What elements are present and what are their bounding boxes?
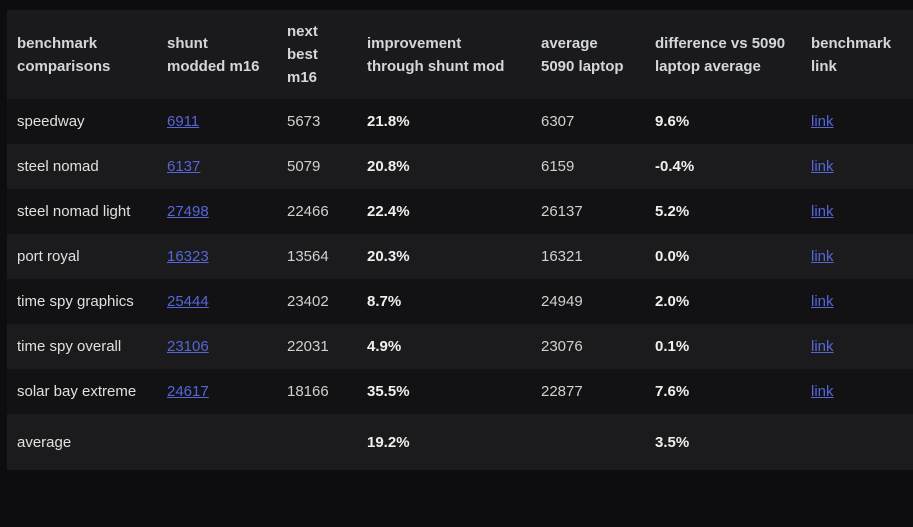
empty-cell <box>277 414 357 470</box>
improvement-value: 20.8% <box>357 144 531 189</box>
table-row-port-royal: port royal 16323 13564 20.3% 16321 0.0% … <box>7 234 913 279</box>
table-row-steel-nomad-light: steel nomad light 27498 22466 22.4% 2613… <box>7 189 913 234</box>
next-best-score: 22466 <box>277 189 357 234</box>
summary-row-average: average 19.2% 3.5% <box>7 414 913 470</box>
header-difference-vs-5090: difference vs 5090 laptop average <box>645 10 801 99</box>
shunt-score-link[interactable]: 24617 <box>167 383 209 400</box>
next-best-score: 13564 <box>277 234 357 279</box>
next-best-score: 5079 <box>277 144 357 189</box>
average-5090-score: 16321 <box>531 234 645 279</box>
table-row-steel-nomad: steel nomad 6137 5079 20.8% 6159 -0.4% l… <box>7 144 913 189</box>
header-next-best-m16: next best m16 <box>277 10 357 99</box>
table-row-speedway: speedway 6911 5673 21.8% 6307 9.6% link <box>7 99 913 144</box>
difference-value: -0.4% <box>645 144 801 189</box>
empty-cell <box>531 414 645 470</box>
benchmark-name: steel nomad <box>7 144 157 189</box>
improvement-value: 4.9% <box>357 324 531 369</box>
average-5090-score: 6159 <box>531 144 645 189</box>
shunt-score-link[interactable]: 27498 <box>167 203 209 220</box>
next-best-score: 18166 <box>277 369 357 414</box>
next-best-score: 23402 <box>277 279 357 324</box>
benchmark-name: steel nomad light <box>7 189 157 234</box>
benchmark-name: time spy graphics <box>7 279 157 324</box>
difference-value: 0.1% <box>645 324 801 369</box>
header-row: benchmark comparisons shunt modded m16 n… <box>7 10 913 99</box>
header-benchmark-link: benchmark link <box>801 10 913 99</box>
empty-cell <box>157 414 277 470</box>
empty-cell <box>801 414 913 470</box>
shunt-score-link[interactable]: 6911 <box>167 113 200 130</box>
summary-label: average <box>7 414 157 470</box>
benchmark-link[interactable]: link <box>811 338 834 355</box>
benchmark-link[interactable]: link <box>811 293 834 310</box>
difference-value: 2.0% <box>645 279 801 324</box>
table-row-time-spy-overall: time spy overall 23106 22031 4.9% 23076 … <box>7 324 913 369</box>
benchmark-table-container: benchmark comparisons shunt modded m16 n… <box>7 10 913 470</box>
benchmark-name: speedway <box>7 99 157 144</box>
improvement-value: 21.8% <box>357 99 531 144</box>
difference-value: 7.6% <box>645 369 801 414</box>
average-5090-score: 22877 <box>531 369 645 414</box>
table-row-solar-bay-extreme: solar bay extreme 24617 18166 35.5% 2287… <box>7 369 913 414</box>
shunt-score-link[interactable]: 25444 <box>167 293 209 310</box>
benchmark-link[interactable]: link <box>811 248 834 265</box>
header-shunt-modded-m16: shunt modded m16 <box>157 10 277 99</box>
header-improvement: improvement through shunt mod <box>357 10 531 99</box>
shunt-score-link[interactable]: 6137 <box>167 158 201 175</box>
average-improvement-value: 19.2% <box>357 414 531 470</box>
improvement-value: 35.5% <box>357 369 531 414</box>
average-5090-score: 26137 <box>531 189 645 234</box>
improvement-value: 20.3% <box>357 234 531 279</box>
benchmark-link[interactable]: link <box>811 203 834 220</box>
benchmark-name: solar bay extreme <box>7 369 157 414</box>
table-row-time-spy-graphics: time spy graphics 25444 23402 8.7% 24949… <box>7 279 913 324</box>
benchmark-comparison-table: benchmark comparisons shunt modded m16 n… <box>7 10 913 470</box>
difference-value: 0.0% <box>645 234 801 279</box>
difference-value: 5.2% <box>645 189 801 234</box>
benchmark-name: port royal <box>7 234 157 279</box>
improvement-value: 22.4% <box>357 189 531 234</box>
shunt-score-link[interactable]: 23106 <box>167 338 209 355</box>
improvement-value: 8.7% <box>357 279 531 324</box>
shunt-score-link[interactable]: 16323 <box>167 248 209 265</box>
benchmark-link[interactable]: link <box>811 113 834 130</box>
header-average-5090-laptop: average 5090 laptop <box>531 10 645 99</box>
benchmark-link[interactable]: link <box>811 383 834 400</box>
next-best-score: 5673 <box>277 99 357 144</box>
next-best-score: 22031 <box>277 324 357 369</box>
benchmark-link[interactable]: link <box>811 158 834 175</box>
average-5090-score: 23076 <box>531 324 645 369</box>
benchmark-name: time spy overall <box>7 324 157 369</box>
header-benchmark-comparisons: benchmark comparisons <box>7 10 157 99</box>
average-5090-score: 24949 <box>531 279 645 324</box>
average-5090-score: 6307 <box>531 99 645 144</box>
difference-value: 9.6% <box>645 99 801 144</box>
average-difference-value: 3.5% <box>645 414 801 470</box>
